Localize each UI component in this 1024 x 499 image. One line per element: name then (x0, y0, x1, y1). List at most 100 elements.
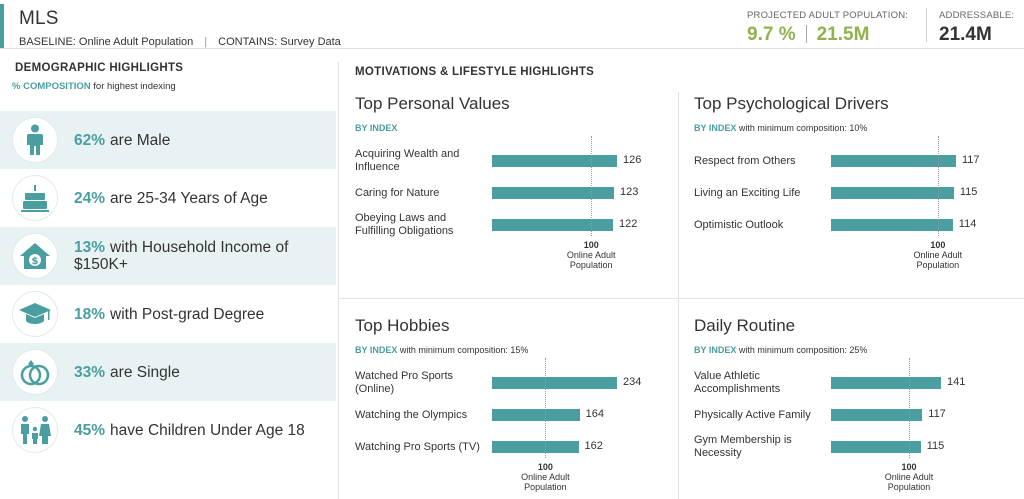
bar-row: Gym Membership is Necessity 115 (694, 432, 1014, 462)
demographic-title: DEMOGRAPHIC HIGHLIGHTS (15, 62, 184, 74)
bar-label: Optimistic Outlook (694, 218, 784, 231)
demographic-text: 62% are Male (74, 111, 320, 169)
family-icon (12, 407, 58, 453)
demographic-text: 24% are 25-34 Years of Age (74, 169, 320, 227)
reference-text: Online Adult Population (913, 250, 963, 270)
demographic-label: are Male (110, 131, 171, 149)
bar-value: 115 (926, 440, 945, 452)
rings-icon (12, 349, 58, 395)
reference-label: 100 Online Adult Population (898, 240, 978, 270)
bar-value: 126 (623, 154, 642, 166)
bar-row: Value Athletic Accomplishments 141 (694, 368, 1014, 398)
min-composition-note: with minimum composition: 25% (738, 345, 868, 355)
demographic-highlights: DEMOGRAPHIC HIGHLIGHTS % COMPOSITION for… (0, 62, 336, 453)
bar-value: 123 (620, 186, 639, 198)
by-index-label: BY INDEX (355, 123, 398, 133)
index-bar (831, 155, 956, 167)
bar-row: Living an Exciting Life 115 (694, 178, 1014, 208)
reference-label: 100 Online Adult Population (505, 462, 585, 492)
bar-row: Respect from Others 117 (694, 146, 1014, 176)
bar-label: Physically Active Family (694, 408, 811, 421)
motivations-title: MOTIVATIONS & LIFESTYLE HIGHLIGHTS (355, 66, 595, 78)
panel-vertical-divider (678, 92, 679, 499)
panel-subtitle: BY INDEX with minimum composition: 10% (694, 123, 1014, 133)
addressable-label: ADDRESSABLE: (939, 10, 1015, 21)
reference-value: 100 (930, 240, 946, 250)
bar-value: 117 (928, 408, 946, 420)
bar-row: Optimistic Outlook 114 (694, 210, 1014, 240)
bar-row: Obeying Laws and Fulfilling Obligations 1… (355, 210, 675, 240)
header-bar: MLS BASELINE: Online Adult Population | CO… (0, 0, 1024, 49)
bar-value: 114 (958, 218, 977, 230)
bar-label: Caring for Nature (355, 186, 440, 199)
index-bar (492, 441, 579, 453)
demographic-item: 33% are Single (0, 343, 336, 401)
index-bar (831, 187, 954, 199)
reference-value: 100 (583, 240, 599, 250)
header-separator: | (204, 36, 208, 48)
graduation-cap-icon (12, 291, 58, 337)
demographic-label: are 25-34 Years of Age (110, 189, 268, 207)
index-100-reference-line (591, 136, 593, 236)
bar-label: Watched Pro Sports (Online) (355, 370, 454, 395)
baseline-label: BASELINE: Online Adult Population (19, 36, 194, 48)
demographic-text: 18% with Post-grad Degree (74, 285, 320, 343)
demographic-pct: 18% (74, 305, 106, 323)
projected-population-label: PROJECTED ADULT POPULATION: (747, 10, 909, 21)
reference-label: 100 Online Adult Population (551, 240, 631, 270)
index-100-reference-line (909, 358, 910, 458)
index-bar (492, 377, 617, 389)
reference-text: Online Adult Population (566, 250, 616, 270)
index-bar (831, 409, 923, 421)
composition-note-text: for highest indexing (93, 81, 176, 92)
bar-value: 122 (619, 218, 638, 230)
addressable: ADDRESSABLE: 21.4M (939, 10, 1014, 46)
index-100-reference-line (937, 136, 939, 236)
bar-label: Watching Pro Sports (TV) (355, 440, 480, 453)
bar-value: 115 (959, 186, 978, 198)
demographic-text: 45% have Children Under Age 18 (74, 401, 320, 459)
page-title: MLS (19, 8, 59, 29)
panel-title: Daily Routine (694, 316, 796, 335)
header-subline: BASELINE: Online Adult Population | CONTAI… (19, 36, 341, 48)
panel-title: Top Hobbies (355, 316, 450, 335)
bar-value: 141 (947, 376, 966, 388)
by-index-label: BY INDEX (694, 345, 737, 355)
addressable-value: 21.4M (939, 24, 992, 45)
bar-value: 117 (962, 154, 980, 166)
index-bar (492, 219, 614, 231)
index-bar (492, 155, 617, 167)
reference-value: 100 (901, 462, 917, 472)
index-bar (492, 187, 615, 199)
demographic-item: $ 13% with Household Income of $150K+ (0, 227, 336, 285)
panel-subtitle: BY INDEX (355, 123, 675, 133)
reference-label: 100 Online Adult Population (869, 462, 949, 492)
bar-row: Watched Pro Sports (Online) 234 (355, 368, 675, 398)
bar-label: Gym Membership is Necessity (694, 434, 792, 459)
projected-population: PROJECTED ADULT POPULATION: 9.7 % 21.5M (747, 10, 917, 46)
demographic-pct: 33% (74, 363, 106, 381)
panel-top-personal-values: Top Personal Values BY INDEX Acquiring W… (355, 94, 675, 284)
demographic-label: have Children Under Age 18 (110, 421, 305, 439)
contains-label: CONTAINS: Survey Data (218, 36, 341, 48)
by-index-label: BY INDEX (355, 345, 398, 355)
demographic-pct: 13% (74, 239, 106, 256)
panel-top-hobbies: Top Hobbies BY INDEX with minimum compos… (355, 316, 675, 499)
column-divider (338, 62, 339, 499)
demographic-item: 18% with Post-grad Degree (0, 285, 336, 343)
title-accent-bar (0, 4, 4, 48)
bar-label: Value Athletic Accomplishments (694, 370, 781, 395)
bar-row: Watching Pro Sports (TV) 162 (355, 432, 675, 462)
bar-label: Respect from Others (694, 154, 796, 167)
demographic-list: 62% are Male 24% are 25-34 Years of Age $ … (0, 111, 336, 459)
bar-value: 164 (585, 408, 604, 420)
demographic-label: are Single (110, 363, 180, 381)
bar-label: Watching the Olympics (355, 408, 468, 421)
panel-horizontal-divider (339, 298, 1024, 299)
reference-text: Online Adult Population (521, 472, 570, 492)
reference-text: Online Adult Population (884, 472, 934, 492)
demographic-item: 62% are Male (0, 111, 336, 169)
bar-row: Caring for Nature 123 (355, 178, 675, 208)
panel-title: Top Personal Values (355, 94, 510, 113)
bar-value: 162 (584, 440, 603, 452)
